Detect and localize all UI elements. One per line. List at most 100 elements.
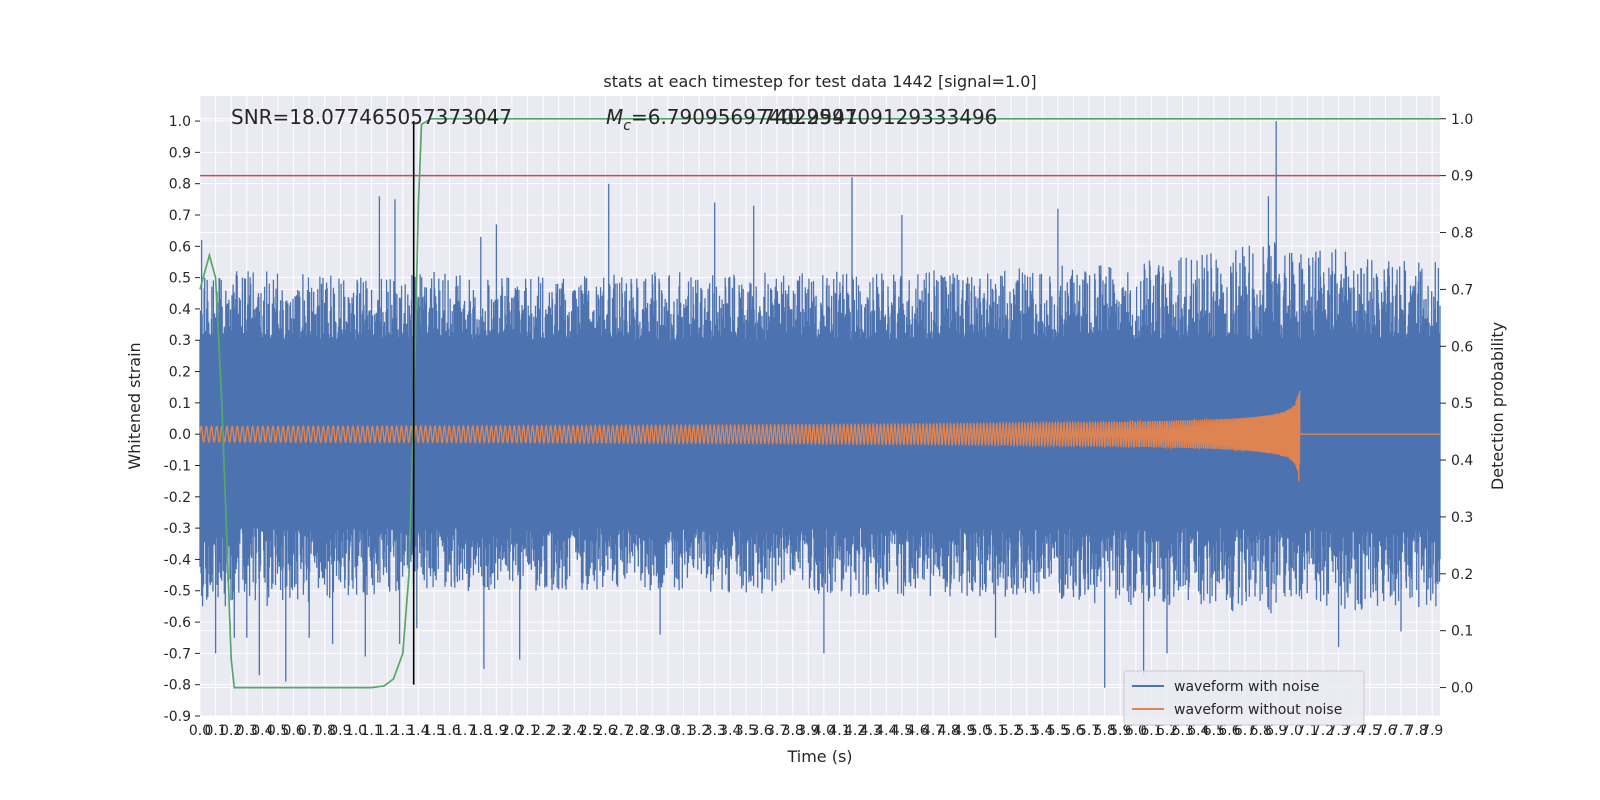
x-tick-label: 1.9 <box>485 723 507 739</box>
y-tick-label: 0.8 <box>169 177 191 193</box>
x-tick-label: 6.6 <box>1218 723 1240 739</box>
y-axis-label: Whitened strain <box>125 342 144 469</box>
series-waveform-without-noise <box>199 390 1440 481</box>
x-tick-label: 6.5 <box>1203 723 1225 739</box>
x-tick-label: 4.1 <box>828 723 850 739</box>
y2-tick-label: 0.0 <box>1451 681 1473 697</box>
legend-label-clean: waveform without noise <box>1174 702 1342 718</box>
x-tick-label: 7.7 <box>1390 723 1412 739</box>
x-tick-label: 4.3 <box>860 723 882 739</box>
x-tick-label: 5.2 <box>1000 723 1022 739</box>
y2-tick-label: 0.7 <box>1451 282 1473 298</box>
x-tick-label: 1.5 <box>423 723 445 739</box>
x-tick-label: 3.2 <box>688 723 710 739</box>
y2-tick-label: 0.5 <box>1451 396 1473 412</box>
x-tick-label: 6.0 <box>1125 723 1147 739</box>
y2-tick-label: 0.6 <box>1451 339 1473 355</box>
y-tick-label: -0.8 <box>164 678 191 694</box>
y2-tick-label: 0.8 <box>1451 226 1473 242</box>
x-tick-label: 7.3 <box>1327 723 1349 739</box>
x-tick-label: 2.5 <box>579 723 601 739</box>
x-tick-label: 3.4 <box>719 723 741 739</box>
x-tick-label: 0.1 <box>204 723 226 739</box>
x-tick-label: 4.4 <box>875 723 897 739</box>
x-tick-label: 3.8 <box>782 723 804 739</box>
x-tick-label: 3.6 <box>750 723 772 739</box>
x-tick-label: 0.9 <box>329 723 351 739</box>
mc-overlap-annotation: 740.299709129333496 <box>762 105 997 129</box>
y-tick-label: -0.5 <box>164 584 191 600</box>
x-tick-label: 2.9 <box>641 723 663 739</box>
x-tick-label: 6.4 <box>1187 723 1209 739</box>
y-tick-label: 0.0 <box>169 427 191 443</box>
x-tick-label: 2.1 <box>516 723 538 739</box>
x-tick-label: 2.8 <box>626 723 648 739</box>
y-tick-label: -0.7 <box>164 646 191 662</box>
x-tick-label: 0.2 <box>220 723 242 739</box>
y2-tick-label: 0.3 <box>1451 510 1473 526</box>
x-tick-label: 6.3 <box>1172 723 1194 739</box>
y-tick-label: 0.5 <box>169 271 191 287</box>
y-tick-label: -0.4 <box>164 552 191 568</box>
x-tick-label: 6.2 <box>1156 723 1178 739</box>
x-tick-label: 7.9 <box>1421 723 1443 739</box>
x-tick-label: 5.4 <box>1031 723 1053 739</box>
mc-subscript: c <box>623 118 631 134</box>
legend-box <box>1123 670 1365 726</box>
mc-symbol: M <box>606 105 623 129</box>
mc-annotation: Mc=6.790956974029541 <box>606 105 858 134</box>
y-tick-label: -0.1 <box>164 458 191 474</box>
x-tick-label: 4.9 <box>953 723 975 739</box>
x-tick-label: 3.1 <box>672 723 694 739</box>
x-tick-label: 3.0 <box>657 723 679 739</box>
mc-value: =6.790956974029541 <box>631 105 858 129</box>
x-tick-label: 4.5 <box>891 723 913 739</box>
x-tick-label: 1.2 <box>376 723 398 739</box>
x-tick-label: 5.1 <box>984 723 1006 739</box>
x-tick-label: 0.8 <box>314 723 336 739</box>
x-tick-label: 2.2 <box>532 723 554 739</box>
y2-tick-label: 0.4 <box>1451 453 1473 469</box>
x-tick-label: 4.6 <box>906 723 928 739</box>
x-tick-label: 0.0 <box>189 723 211 739</box>
x-tick-label: 2.7 <box>610 723 632 739</box>
x-tick-label: 1.8 <box>470 723 492 739</box>
x-tick-label: 7.6 <box>1374 723 1396 739</box>
x-tick-label: 3.3 <box>704 723 726 739</box>
x-tick-label: 7.2 <box>1312 723 1334 739</box>
x-tick-label: 2.6 <box>594 723 616 739</box>
y-tick-label: 0.1 <box>169 396 191 412</box>
series-detection-probability <box>199 117 1440 689</box>
x-tick-label: 4.7 <box>922 723 944 739</box>
y-tick-label: -0.6 <box>164 615 191 631</box>
y2-axis-label: Detection probability <box>1488 322 1507 490</box>
y-tick-label: -0.9 <box>164 709 191 725</box>
x-tick-label: 7.5 <box>1359 723 1381 739</box>
legend: waveform with noise waveform without noi… <box>1123 670 1365 726</box>
x-tick-label: 5.5 <box>1047 723 1069 739</box>
x-tick-label: 4.2 <box>844 723 866 739</box>
y2-tick-label: 0.1 <box>1451 624 1473 640</box>
x-tick-label: 5.0 <box>969 723 991 739</box>
y-tick-label: 0.2 <box>169 365 191 381</box>
x-tick-label: 2.4 <box>563 723 585 739</box>
legend-label-noise: waveform with noise <box>1174 679 1319 695</box>
x-tick-label: 3.9 <box>797 723 819 739</box>
x-tick-label: 2.3 <box>548 723 570 739</box>
x-tick-label: 1.4 <box>407 723 429 739</box>
y2-tick-label: 1.0 <box>1451 112 1473 128</box>
x-tick-label: 0.4 <box>251 723 273 739</box>
y-tick-label: 0.9 <box>169 145 191 161</box>
x-tick-label: 5.9 <box>1109 723 1131 739</box>
x-tick-label: 1.1 <box>360 723 382 739</box>
x-tick-label: 7.0 <box>1281 723 1303 739</box>
y2-tick-label: 0.2 <box>1451 567 1473 583</box>
x-tick-label: 0.6 <box>282 723 304 739</box>
x-tick-label: 6.7 <box>1234 723 1256 739</box>
x-tick-label: 4.8 <box>938 723 960 739</box>
y-tick-label: 0.7 <box>169 208 191 224</box>
x-tick-label: 6.9 <box>1265 723 1287 739</box>
snr-annotation: SNR=18.077465057373047 <box>231 105 512 129</box>
x-tick-label: 1.0 <box>345 723 367 739</box>
